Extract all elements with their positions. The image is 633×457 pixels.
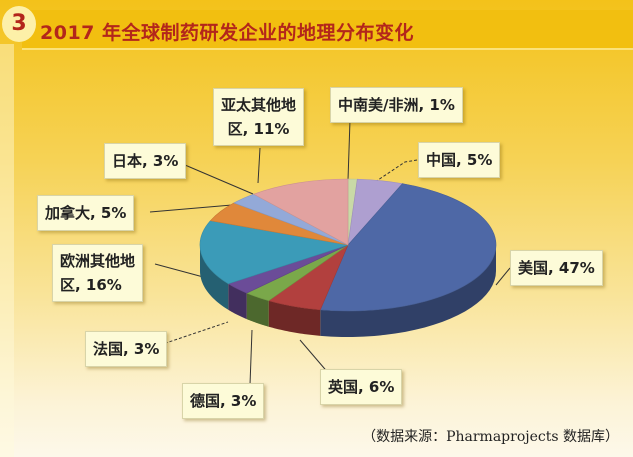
leader-line [159,321,229,346]
pie-slice-6 [199,220,349,285]
leader-line [347,119,351,181]
pie-slice-4-side [246,293,269,327]
label-germany: 德国, 3% [182,383,265,419]
label-japan: 日本, 3% [104,143,187,179]
pie-slice-9 [252,178,349,246]
pie-slice-2-side [320,245,496,337]
label-line: 区, 11% [227,120,290,138]
title-bar [22,10,633,50]
label-europe-other: 欧洲其他地 区, 16% [52,244,144,302]
label-china: 中国, 5% [418,142,501,178]
source-note: （数据来源：Pharmaprojects 数据库） [362,429,619,445]
leader-line [154,263,208,279]
leader-line [249,329,253,386]
label-line: 区, 16% [60,276,122,294]
pie-slice-3-side [268,300,321,336]
label-uk: 英国, 6% [320,369,403,405]
figure-number-badge: 3 [2,6,36,42]
leader-line [257,147,261,184]
leader-line [184,164,254,195]
leader-line [495,267,511,286]
label-line: 亚太其他地 [221,96,297,114]
pie-slice-6-side [200,245,229,310]
leader-line [149,204,233,213]
label-asia-pacific-other: 亚太其他地 区, 11% [213,88,305,146]
chart-title: 2017 年全球制药研发企业的地理分布变化 [40,22,414,44]
label-usa: 美国, 47% [510,250,603,286]
leader-line [374,159,418,183]
label-france: 法国, 3% [85,331,168,367]
label-canada: 加拿大, 5% [37,195,135,231]
label-latam-africa: 中南美/非洲, 1% [330,87,463,123]
pie-slice-5-side [228,283,247,320]
pie-slice-2 [319,183,497,312]
label-line: 欧洲其他地 [60,252,136,270]
left-strip [0,44,14,457]
